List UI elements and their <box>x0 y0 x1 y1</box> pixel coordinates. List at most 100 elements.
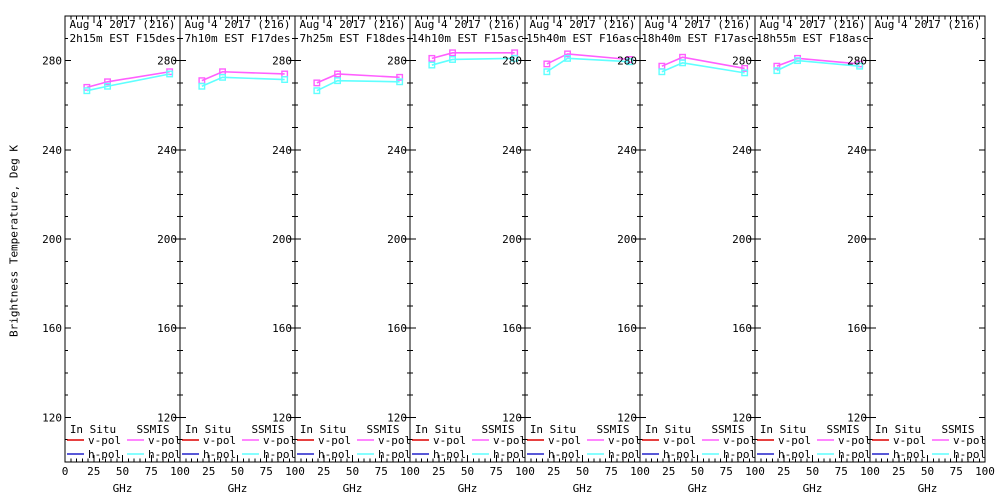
x-axis-unit-label: GHz <box>573 482 593 495</box>
data-point-marker <box>658 68 666 76</box>
legend-label: v-pol <box>608 434 641 447</box>
data-point-marker <box>313 79 321 87</box>
y-tick-label: 280 <box>42 55 62 68</box>
panel-subtitle: 15h40m EST F16asc <box>526 32 639 45</box>
panel-1: 0 25 50 75 100 120 160 200 240 280 Aug 4 2017 (216… <box>42 15 190 495</box>
data-point-marker <box>564 50 571 58</box>
legend-label: h-pol <box>88 448 121 461</box>
x-axis-unit-label: GHz <box>918 482 938 495</box>
y-tick-label: 200 <box>42 233 62 246</box>
y-tick-label: 280 <box>157 55 177 68</box>
x-tick-label: 25 <box>892 465 905 478</box>
series-line <box>546 53 630 65</box>
series-line <box>86 70 170 89</box>
x-tick-label: 25 <box>202 465 215 478</box>
legend-label: h-pol <box>548 448 581 461</box>
legend-label: h-pol <box>893 448 926 461</box>
legend-header: In Situ <box>875 423 921 436</box>
panel-subtitle: 7h10m EST F17des <box>185 32 291 45</box>
x-tick-label: 50 <box>691 465 704 478</box>
legend-label: h-pol <box>378 448 411 461</box>
y-tick-label: 200 <box>502 233 522 246</box>
y-tick-label: 160 <box>732 322 752 335</box>
panel-title: Aug 4 2017 (216) <box>70 18 176 31</box>
series-line <box>316 79 400 92</box>
data-point-marker <box>741 64 749 72</box>
y-tick-label: 240 <box>617 144 637 157</box>
legend-label: v-pol <box>148 434 181 447</box>
panel-2: 25 50 75 100 120 160 200 240 280 Aug 4 2017 (216)… <box>157 15 305 495</box>
legend-label: h-pol <box>838 448 871 461</box>
legend-label: v-pol <box>88 434 121 447</box>
data-point-marker <box>396 78 404 86</box>
x-tick-label: 75 <box>605 465 618 478</box>
panel-subtitle: 2h15m EST F15des <box>70 32 176 45</box>
data-point-marker <box>219 73 227 81</box>
x-axis-unit-label: GHz <box>343 482 363 495</box>
y-tick-label: 160 <box>502 322 522 335</box>
y-tick-label: 120 <box>157 411 177 424</box>
x-tick-label: 50 <box>231 465 244 478</box>
x-tick-label: 50 <box>576 465 589 478</box>
legend-label: v-pol <box>953 434 986 447</box>
legend-label: h-pol <box>263 448 296 461</box>
y-tick-label: 120 <box>617 411 637 424</box>
data-point-marker <box>334 77 341 85</box>
x-tick-label: 75 <box>490 465 503 478</box>
y-tick-label: 120 <box>502 411 522 424</box>
legend-label: h-pol <box>203 448 236 461</box>
series-line <box>661 62 745 74</box>
data-point-marker <box>543 68 551 76</box>
y-tick-label: 240 <box>42 144 62 157</box>
x-tick-label: 25 <box>662 465 675 478</box>
x-tick-label: 75 <box>260 465 273 478</box>
data-point-marker <box>104 82 112 90</box>
y-tick-label: 240 <box>157 144 177 157</box>
legend-header: In Situ <box>645 423 691 436</box>
legend-label: v-pol <box>318 434 351 447</box>
data-point-marker <box>198 82 206 90</box>
y-tick-label: 280 <box>617 55 637 68</box>
y-tick-label: 120 <box>847 411 867 424</box>
data-point-marker <box>741 69 749 77</box>
legend-label: v-pol <box>548 434 581 447</box>
y-tick-label: 160 <box>42 322 62 335</box>
y-tick-label: 200 <box>847 233 867 246</box>
series-line <box>776 59 860 72</box>
data-point-marker <box>679 59 686 67</box>
x-tick-label: 0 <box>62 465 69 478</box>
legend-label: v-pol <box>378 434 411 447</box>
legend-label: v-pol <box>433 434 466 447</box>
x-tick-label: 50 <box>461 465 474 478</box>
legend-label: h-pol <box>608 448 641 461</box>
legend-label: h-pol <box>433 448 466 461</box>
legend-header: In Situ <box>300 423 346 436</box>
data-point-marker <box>104 78 112 86</box>
legend-label: h-pol <box>663 448 696 461</box>
x-tick-label: 100 <box>745 465 765 478</box>
x-tick-label: 75 <box>950 465 963 478</box>
x-axis-unit-label: GHz <box>688 482 708 495</box>
legend-label: v-pol <box>723 434 756 447</box>
y-tick-label: 280 <box>387 55 407 68</box>
x-tick-label: 50 <box>806 465 819 478</box>
y-tick-label: 280 <box>847 55 867 68</box>
data-point-marker <box>626 58 634 66</box>
x-axis-unit-label: GHz <box>228 482 248 495</box>
panel-title: Aug 4 2017 (216) <box>530 18 636 31</box>
x-tick-label: 100 <box>170 465 190 478</box>
y-tick-label: 160 <box>617 322 637 335</box>
x-tick-label: 25 <box>432 465 445 478</box>
x-axis-unit-label: GHz <box>458 482 478 495</box>
legend-header: In Situ <box>185 423 231 436</box>
data-point-marker <box>511 54 519 62</box>
series-line <box>86 73 170 92</box>
y-tick-label: 160 <box>847 322 867 335</box>
panel-title: Aug 4 2017 (216) <box>300 18 406 31</box>
panel-3: 25 50 75 100 120 160 200 240 280 Aug 4 2017 (216)… <box>272 15 420 495</box>
y-tick-label: 200 <box>157 233 177 246</box>
data-point-marker <box>794 57 801 65</box>
legend-header: SSMIS <box>596 423 629 436</box>
